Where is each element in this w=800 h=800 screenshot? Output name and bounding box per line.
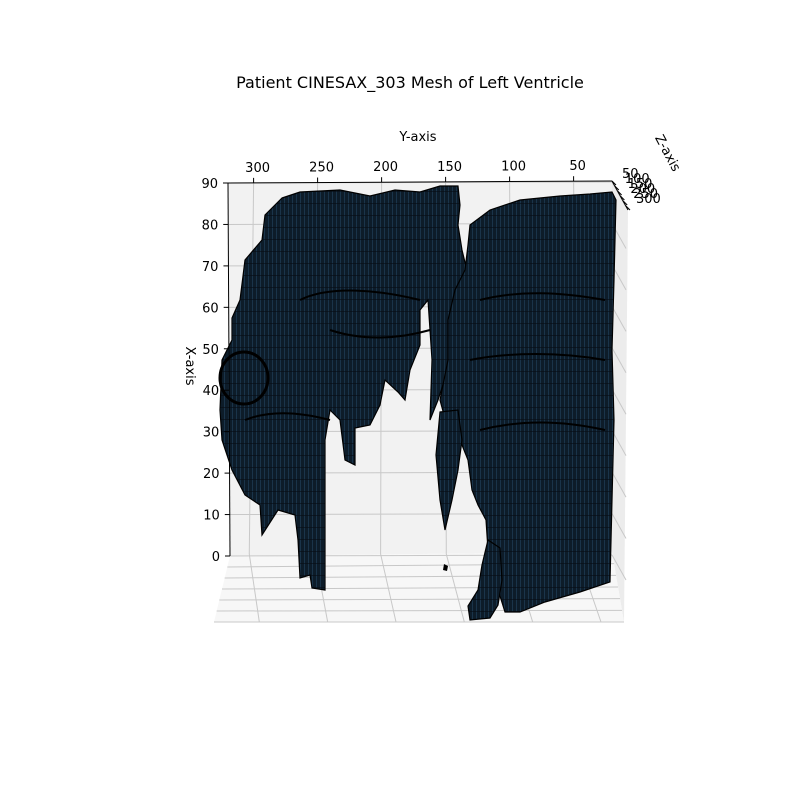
x-tick-label: 20	[203, 467, 220, 482]
z-tick-mark	[620, 195, 625, 201]
x-tick-label: 90	[201, 177, 218, 192]
mesh-tip	[443, 564, 448, 571]
z-axis-label: Z-axis	[651, 132, 683, 174]
mesh-lower-lobe	[467, 539, 503, 621]
y-tick-label: 100	[501, 160, 526, 175]
grid-line-side	[611, 513, 627, 539]
y-tick-label: 250	[309, 161, 334, 176]
z-tick-label: 150	[628, 177, 653, 192]
mesh-fragment	[435, 409, 463, 531]
x-axis-line	[227, 182, 231, 557]
z-axis-line	[611, 180, 629, 211]
grid-line-floor-depth	[216, 609, 623, 612]
z-tick-mark	[617, 190, 622, 196]
x-tick-label: 30	[203, 426, 220, 441]
x-tick-label: 60	[202, 301, 219, 316]
y-axis-line	[227, 180, 613, 184]
z-tick-label: 50	[622, 167, 639, 182]
y-tick-label: 300	[245, 161, 270, 176]
z-tick-label: 100	[625, 172, 650, 187]
grid-line-side	[611, 347, 627, 374]
x-tick-label: 0	[212, 550, 220, 565]
x-tick-label: 10	[203, 509, 220, 524]
z-tick-label: 200	[630, 182, 655, 197]
x-tick-label: 50	[202, 343, 219, 358]
mesh-ridge	[244, 289, 606, 431]
x-tick-label: 80	[202, 218, 219, 233]
axis-lines	[227, 180, 629, 557]
y-tick-label: 150	[437, 160, 462, 175]
x-tick-label: 40	[203, 384, 220, 399]
grid-line-side	[611, 471, 627, 498]
y-tick-label: 200	[373, 160, 398, 175]
grid-line-side	[611, 430, 627, 456]
x-tick-label: 70	[202, 260, 219, 275]
ventricle-mesh	[218, 185, 617, 621]
z-tick-mark	[622, 200, 628, 206]
right-pane	[612, 181, 628, 622]
z-tick-mark	[611, 180, 617, 186]
z-tick-mark	[614, 185, 620, 191]
x-axis-ticks: 0 10 20 30 40 50 60 70 80 90	[201, 177, 230, 565]
y-axis-label: Y-axis	[398, 130, 436, 145]
mesh-surface-right	[439, 191, 617, 613]
y-axis-ticks: 300 250 200 150 100 50	[245, 159, 586, 183]
x-axis-label: X-axis	[182, 347, 197, 386]
y-tick-label: 50	[569, 159, 586, 174]
chart-title: Patient CINESAX_303 Mesh of Left Ventric…	[236, 73, 584, 93]
mesh-ring	[218, 350, 270, 406]
mesh-surface-left	[219, 185, 469, 591]
z-tick-mark	[625, 205, 631, 211]
grid-line-side	[611, 306, 627, 332]
grid-line-side	[611, 388, 627, 415]
z-tick-label: 300	[636, 192, 661, 207]
z-tick-label: 250	[633, 187, 658, 202]
grid-line-side	[611, 554, 627, 581]
